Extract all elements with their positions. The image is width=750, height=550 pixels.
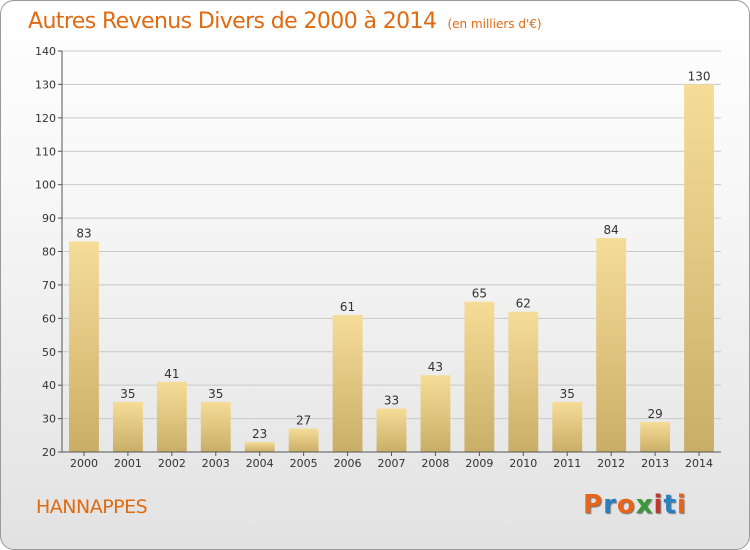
data-label-2007: 33 bbox=[384, 394, 399, 408]
y-tick-label: 100 bbox=[35, 179, 56, 192]
logo-letter: r bbox=[603, 490, 617, 520]
y-tick-label: 40 bbox=[42, 379, 56, 392]
data-label-2008: 43 bbox=[428, 360, 443, 374]
logo-letter: P bbox=[583, 490, 604, 520]
bar-2011 bbox=[552, 401, 583, 452]
data-label-2014: 130 bbox=[688, 69, 711, 83]
bar-2005 bbox=[288, 428, 319, 452]
data-label-2012: 84 bbox=[604, 223, 619, 237]
y-tick-label: 50 bbox=[42, 346, 56, 359]
data-label-2004: 23 bbox=[252, 427, 267, 441]
y-tick-label: 60 bbox=[42, 312, 56, 325]
bar-2002 bbox=[156, 381, 187, 452]
x-tick-label: 2007 bbox=[378, 457, 406, 470]
bar-2007 bbox=[376, 408, 407, 452]
x-tick-label: 2005 bbox=[290, 457, 318, 470]
y-tick-label: 90 bbox=[42, 212, 56, 225]
y-tick-label: 20 bbox=[42, 446, 56, 459]
logo-letter: t bbox=[663, 490, 677, 520]
y-tick-label: 70 bbox=[42, 279, 56, 292]
chart-title-text: Autres Revenus Divers de 2000 à 2014 bbox=[28, 9, 437, 34]
data-label-2013: 29 bbox=[647, 407, 662, 421]
bar-2006 bbox=[332, 314, 363, 452]
proxiti-logo[interactable]: Proxiti bbox=[583, 490, 687, 520]
axes: 20 30 40 50 60 70 80 90 100 110 120 130 140 2000 2001 2… bbox=[35, 45, 721, 470]
data-label-2005: 27 bbox=[296, 414, 311, 428]
bar-2009 bbox=[464, 301, 495, 452]
x-tick-label: 2002 bbox=[158, 457, 186, 470]
data-label-2000: 83 bbox=[76, 226, 91, 240]
chart-unit-note: (en milliers d'€) bbox=[447, 17, 542, 31]
x-tick-label: 2003 bbox=[202, 457, 230, 470]
data-label-2011: 35 bbox=[560, 387, 575, 401]
bar-2003 bbox=[200, 401, 231, 452]
logo-letter: o bbox=[616, 490, 636, 520]
x-tick-label: 2008 bbox=[421, 457, 449, 470]
data-label-2003: 35 bbox=[208, 387, 223, 401]
y-tick-label: 30 bbox=[42, 413, 56, 426]
bar-2008 bbox=[420, 375, 451, 452]
y-tick-label: 120 bbox=[35, 112, 56, 125]
x-tick-label: 2000 bbox=[70, 457, 98, 470]
x-tick-label: 2011 bbox=[553, 457, 581, 470]
bar-2000 bbox=[69, 241, 99, 452]
bar-2014 bbox=[684, 84, 714, 453]
bar-2012 bbox=[596, 238, 627, 452]
bar-2013 bbox=[640, 421, 671, 452]
bar-2001 bbox=[112, 401, 143, 452]
y-tick-label: 140 bbox=[35, 45, 56, 58]
bars bbox=[69, 84, 714, 453]
location-label: HANNAPPES bbox=[36, 496, 148, 518]
data-label-2006: 61 bbox=[340, 300, 355, 314]
x-tick-label: 2006 bbox=[334, 457, 362, 470]
x-tick-label: 2010 bbox=[509, 457, 537, 470]
x-tick-label: 2004 bbox=[246, 457, 274, 470]
x-tick-label: 2013 bbox=[641, 457, 669, 470]
data-labels: 83 35 41 35 23 27 61 33 43 65 62 35 84 29 130 bbox=[76, 69, 710, 441]
data-label-2010: 62 bbox=[516, 297, 531, 311]
data-label-2001: 35 bbox=[120, 387, 135, 401]
logo-letter: i bbox=[676, 490, 687, 520]
x-tick-label: 2014 bbox=[685, 457, 713, 470]
bar-2004 bbox=[244, 441, 275, 452]
data-label-2002: 41 bbox=[164, 367, 179, 381]
logo-letter: x bbox=[635, 490, 654, 520]
chart-title: Autres Revenus Divers de 2000 à 2014 (en… bbox=[28, 9, 542, 34]
y-tick-label: 80 bbox=[42, 246, 56, 259]
data-label-2009: 65 bbox=[472, 287, 487, 301]
x-tick-label: 2009 bbox=[465, 457, 493, 470]
y-tick-label: 130 bbox=[35, 78, 56, 91]
x-tick-label: 2001 bbox=[114, 457, 142, 470]
logo-letter: i bbox=[653, 490, 664, 520]
bar-2010 bbox=[508, 311, 539, 452]
y-tick-label: 110 bbox=[35, 145, 56, 158]
x-tick-label: 2012 bbox=[597, 457, 625, 470]
